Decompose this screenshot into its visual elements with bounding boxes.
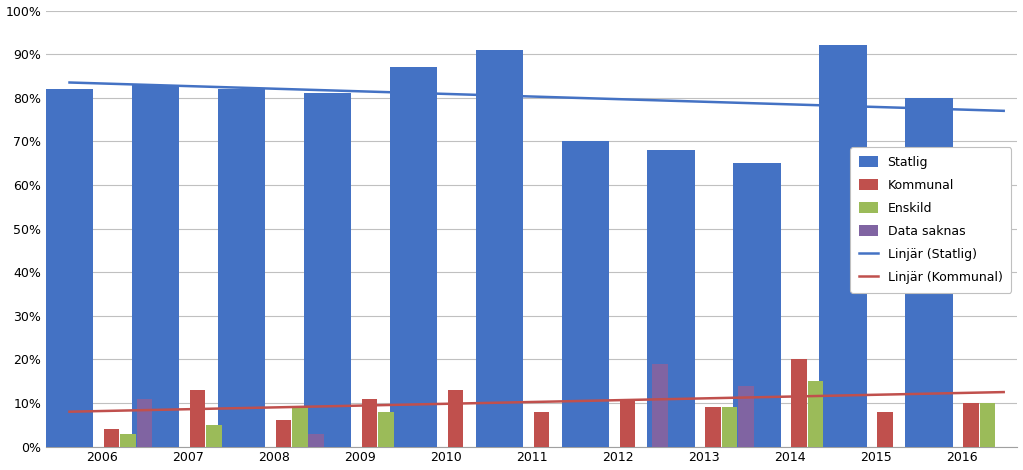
- Bar: [362, 399, 377, 446]
- Bar: [733, 163, 781, 446]
- Bar: [104, 429, 120, 446]
- Bar: [46, 89, 93, 446]
- Bar: [964, 403, 979, 446]
- Bar: [739, 385, 754, 446]
- Bar: [476, 50, 523, 446]
- Bar: [379, 412, 394, 446]
- Bar: [792, 360, 807, 446]
- Bar: [293, 407, 308, 446]
- Bar: [120, 433, 136, 446]
- Bar: [190, 390, 206, 446]
- Bar: [620, 399, 635, 446]
- Bar: [808, 381, 824, 446]
- Bar: [706, 407, 721, 446]
- Bar: [308, 433, 324, 446]
- Bar: [819, 46, 866, 446]
- Bar: [218, 89, 265, 446]
- Bar: [534, 412, 549, 446]
- Bar: [448, 390, 463, 446]
- Bar: [132, 85, 179, 446]
- Bar: [276, 421, 292, 446]
- Bar: [136, 399, 152, 446]
- Bar: [562, 141, 609, 446]
- Legend: Statlig, Kommunal, Enskild, Data saknas, Linjär (Statlig), Linjär (Kommunal): Statlig, Kommunal, Enskild, Data saknas,…: [850, 147, 1011, 293]
- Bar: [207, 425, 222, 446]
- Bar: [980, 403, 995, 446]
- Bar: [304, 94, 351, 446]
- Bar: [390, 67, 437, 446]
- Bar: [722, 407, 738, 446]
- Bar: [653, 364, 668, 446]
- Bar: [648, 150, 695, 446]
- Bar: [878, 412, 893, 446]
- Bar: [905, 98, 952, 446]
